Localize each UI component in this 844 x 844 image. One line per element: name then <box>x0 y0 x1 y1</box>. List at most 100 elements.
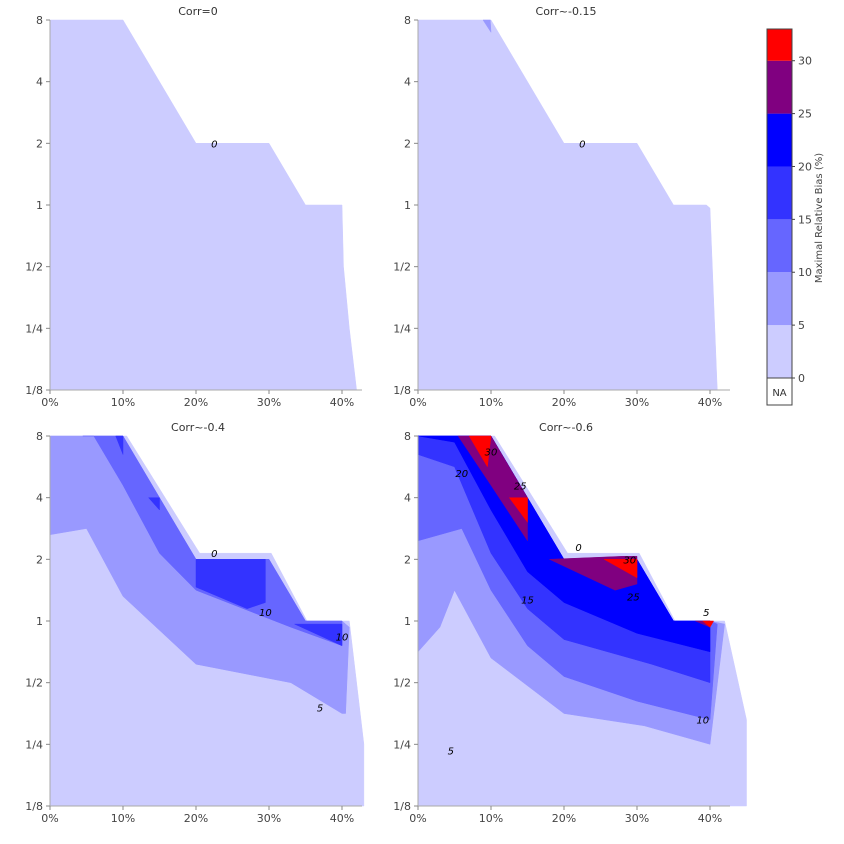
y-tick-label: 1 <box>36 615 43 628</box>
x-tick-label: 40% <box>330 812 354 825</box>
colorbar-na-box <box>766 377 793 406</box>
contour-panel-1: 1/8 1/4 1/2 1 2 4 8 0% 10% 20% 30% 40% Corr=0 0 <box>25 5 362 409</box>
y-tick-label: 4 <box>404 76 411 89</box>
contour-label: 5 <box>317 703 323 714</box>
x-tick-label: 30% <box>625 396 649 409</box>
contour-panel-3: 1/8 1/4 1/2 1 2 4 8 0% 10% 20% 30% 40% Corr~-0.4 0 10 1… <box>25 421 365 825</box>
colorbar-tick-label: 10 <box>798 266 812 279</box>
y-tick-label: 1/4 <box>393 322 411 335</box>
x-tick-label: 40% <box>330 396 354 409</box>
contour-label: 30 <box>623 555 636 566</box>
contour-label: 0 <box>211 549 217 560</box>
x-tick-label: 20% <box>184 396 208 409</box>
colorbar-tick-label: 20 <box>798 160 812 173</box>
x-tick-label: 30% <box>257 396 281 409</box>
contour-label: 5 <box>448 747 454 758</box>
colorbar-swatch <box>767 219 792 273</box>
contour-label: 0 <box>579 139 585 150</box>
contour-label: 25 <box>627 592 640 603</box>
x-tick-label: 20% <box>184 812 208 825</box>
contour-region-level-1 <box>482 19 492 34</box>
colorbar-swatch <box>767 113 792 167</box>
contour-region-level-0 <box>417 19 718 391</box>
x-tick-label: 0% <box>409 812 426 825</box>
colorbar-tick-label: 5 <box>798 319 805 332</box>
panel-title: Corr~-0.4 <box>171 421 225 434</box>
x-tick-label: 0% <box>41 812 58 825</box>
y-tick-label: 1/2 <box>25 261 43 274</box>
contour-region-level-6 <box>468 435 492 468</box>
x-tick-label: 40% <box>698 396 722 409</box>
y-tick-label: 8 <box>404 14 411 27</box>
y-tick-label: 8 <box>36 14 43 27</box>
colorbar-swatch <box>767 29 792 61</box>
x-tick-label: 20% <box>552 396 576 409</box>
y-tick-label: 1/8 <box>25 800 43 813</box>
y-tick-label: 1/2 <box>25 677 43 690</box>
contour-region-level-3 <box>115 435 124 455</box>
panel-title: Corr~-0.6 <box>539 421 593 434</box>
contour-label: 10 <box>259 608 272 619</box>
colorbar-tick-label: 30 <box>798 55 812 68</box>
y-tick-label: 2 <box>404 553 411 566</box>
x-tick-label: 30% <box>257 812 281 825</box>
y-tick-label: 2 <box>404 137 411 150</box>
y-tick-label: 1/8 <box>393 800 411 813</box>
contour-label: 25 <box>514 481 527 492</box>
colorbar-swatch <box>767 166 792 220</box>
y-tick-label: 8 <box>36 430 43 443</box>
y-tick-label: 1 <box>404 615 411 628</box>
colorbar-tick-label: 0 <box>798 372 805 385</box>
x-tick-label: 10% <box>479 812 503 825</box>
colorbar-na-label: NA <box>772 388 786 399</box>
contour-region-level-0 <box>49 19 357 391</box>
y-tick-label: 8 <box>404 430 411 443</box>
colorbar-title: Maximal Relative Bias (%) <box>814 153 825 283</box>
contour-label: 30 <box>485 447 498 458</box>
y-tick-label: 1 <box>36 199 43 212</box>
colorbar-tick-label: 15 <box>798 213 812 226</box>
y-tick-label: 1/4 <box>25 738 43 751</box>
colorbar-swatch <box>767 325 792 378</box>
contour-panel-2: 1/8 1/4 1/2 1 2 4 8 0% 10% 20% 30% 40% Corr~-0.15 0 <box>393 5 730 409</box>
x-tick-label: 30% <box>625 812 649 825</box>
y-tick-label: 1 <box>404 199 411 212</box>
y-tick-label: 1/4 <box>25 322 43 335</box>
x-tick-label: 0% <box>41 396 58 409</box>
y-tick-label: 1/4 <box>393 738 411 751</box>
contour-region-level-3 <box>148 497 160 511</box>
contour-region-level-6 <box>603 559 638 579</box>
colorbar-swatch <box>767 272 792 326</box>
colorbar-tick-label: 25 <box>798 108 812 121</box>
x-tick-label: 10% <box>111 396 135 409</box>
x-tick-label: 10% <box>479 396 503 409</box>
contour-region-level-3 <box>195 559 266 609</box>
x-tick-label: 0% <box>409 396 426 409</box>
contour-region-level-6 <box>508 497 528 524</box>
y-tick-label: 1/8 <box>393 384 411 397</box>
contour-label: 10 <box>696 716 709 727</box>
contour-label: 20 <box>455 469 468 480</box>
contour-label: 0 <box>211 139 217 150</box>
contour-label: 0 <box>575 543 581 554</box>
panel-title: Corr~-0.15 <box>536 5 597 18</box>
colorbar: NA 0 5 10 15 20 25 30 Maximal Relative Bias (%) <box>766 28 825 406</box>
colorbar-swatch <box>767 60 792 114</box>
panel-title: Corr=0 <box>178 5 217 18</box>
contour-label: 10 <box>336 632 349 643</box>
contour-region-level-3 <box>294 623 343 647</box>
contour-label: 5 <box>703 608 709 619</box>
contour-region-level-6 <box>702 620 715 628</box>
contour-panel-4: 1/8 1/4 1/2 1 2 4 8 0% 10% 20% 30% 40% Corr~-0.6 30 25… <box>393 421 747 825</box>
y-tick-label: 2 <box>36 137 43 150</box>
y-tick-label: 1/2 <box>393 677 411 690</box>
x-tick-label: 20% <box>552 812 576 825</box>
y-tick-label: 4 <box>404 492 411 505</box>
y-tick-label: 4 <box>36 76 43 89</box>
contour-label: 15 <box>521 595 534 606</box>
y-tick-label: 4 <box>36 492 43 505</box>
y-tick-label: 1/2 <box>393 261 411 274</box>
x-tick-label: 10% <box>111 812 135 825</box>
y-tick-label: 1/8 <box>25 384 43 397</box>
